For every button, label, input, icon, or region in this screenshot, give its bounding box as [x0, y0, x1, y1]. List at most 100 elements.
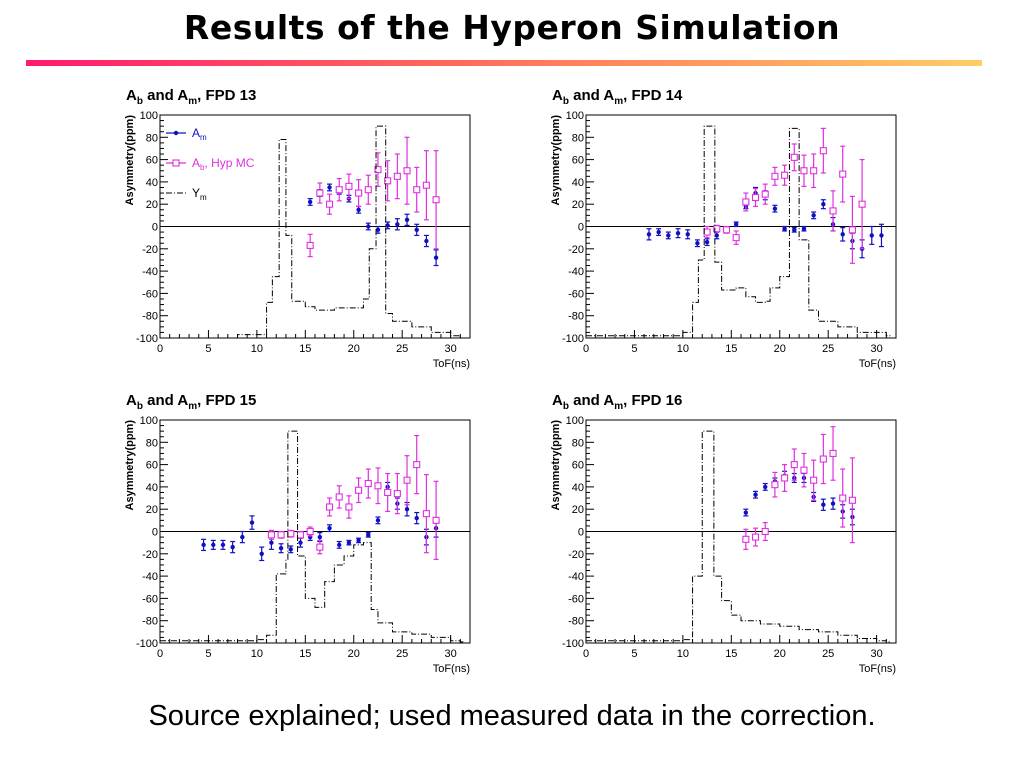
y-tick-label: 20	[572, 504, 584, 516]
am-data-point	[782, 225, 788, 232]
ab-data-point	[384, 472, 392, 513]
x-tick-label: 10	[251, 648, 263, 660]
ab-data-point	[422, 150, 430, 221]
ab-data-point	[345, 173, 353, 200]
am-data-point	[733, 221, 739, 228]
am-data-point	[297, 537, 303, 548]
y-tick-label: 20	[572, 199, 584, 211]
am-data-point	[327, 183, 333, 192]
ab-data-point	[742, 528, 750, 550]
y-tick-label: -40	[142, 571, 158, 583]
x-tick-label: 20	[774, 343, 786, 355]
am-data-point	[753, 490, 759, 499]
ab-data-point	[287, 529, 295, 538]
am-data-point	[346, 539, 352, 546]
y-tick-label: -80	[568, 616, 584, 628]
y-tick-label: 80	[572, 437, 584, 449]
ab-data-point	[810, 153, 818, 189]
am-data-point	[288, 545, 294, 554]
ab-data-point	[800, 154, 808, 187]
am-data-point	[675, 228, 681, 239]
ab-data-point	[325, 497, 334, 517]
am-data-point	[239, 530, 245, 544]
y-tick-label: -40	[568, 571, 584, 583]
ab-data-point	[771, 166, 779, 186]
am-data-point	[811, 211, 817, 220]
chart-fpd-16: Ab and Am, FPD 16 -100 -80 -60 -40 -20 0 20 40 60…	[546, 385, 906, 685]
am-data-point	[840, 227, 846, 242]
x-tick-label: 15	[299, 648, 311, 660]
x-tick-label: 5	[631, 648, 637, 660]
am-data-point	[259, 546, 265, 562]
chart-svg: Ab and Am, FPD 14 -100 -80 -60 -40 -20 0 20 40 60…	[550, 87, 897, 370]
am-data-point	[278, 543, 284, 554]
y-tick-label: -60	[142, 593, 158, 605]
am-data-point	[772, 204, 778, 213]
ab-data-point	[306, 233, 314, 258]
ab-data-point	[751, 527, 760, 547]
am-data-point	[685, 229, 691, 240]
y-tick-label: 80	[146, 437, 158, 449]
am-data-point	[762, 482, 768, 491]
slide-title: Results of the Hyperon Simulation	[183, 8, 841, 47]
am-data-point	[414, 223, 420, 237]
ab-data-point	[267, 529, 275, 540]
am-data-point	[801, 225, 807, 232]
am-data-point	[646, 228, 652, 241]
ab-data-point	[790, 143, 798, 172]
am-data-point	[820, 199, 826, 210]
ab-data-point	[819, 433, 827, 485]
chart-title: Ab and Am, FPD 14	[552, 87, 683, 107]
am-data-point	[346, 194, 352, 203]
y-tick-label: 20	[146, 504, 158, 516]
y-tick-label: 60	[146, 155, 158, 167]
am-data-point	[365, 222, 371, 231]
am-data-point	[201, 538, 207, 552]
y-tick-label: 0	[152, 527, 158, 539]
ab-data-point	[722, 225, 731, 234]
y-tick-label: -80	[142, 616, 158, 628]
y-tick-label: 80	[572, 132, 584, 144]
x-tick-label: 15	[725, 343, 737, 355]
x-tick-label: 15	[299, 343, 311, 355]
legend-item-ab: Ab, Hyp MC	[166, 156, 255, 172]
ab-data-point	[393, 153, 401, 200]
ab-data-point	[858, 158, 866, 250]
am-data-point	[433, 249, 439, 267]
ab-data-point	[839, 145, 847, 203]
ab-data-point	[316, 182, 324, 204]
x-tick-label: 30	[871, 648, 883, 660]
ab-data-point	[413, 166, 421, 213]
y-tick-label: -20	[568, 244, 584, 256]
ab-data-point	[839, 468, 847, 528]
y-tick-label: -40	[142, 266, 158, 278]
am-data-point	[820, 498, 826, 511]
am-data-point	[365, 532, 371, 538]
am-data-point	[230, 540, 236, 554]
am-data-point	[307, 198, 313, 206]
ab-data-point	[325, 193, 334, 215]
x-tick-label: 20	[774, 648, 786, 660]
x-axis-label: ToF(ns)	[859, 663, 896, 675]
title-divider	[26, 60, 982, 66]
x-axis-label: ToF(ns)	[859, 358, 896, 370]
legend-item-ym: Ym	[166, 186, 207, 202]
ab-data-point	[761, 183, 769, 205]
y-tick-label: 0	[578, 527, 584, 539]
ab-data-point	[355, 477, 363, 504]
ab-data-point	[800, 452, 808, 488]
am-data-point	[656, 228, 662, 237]
ab-data-point	[829, 190, 837, 232]
ab-data-point	[432, 150, 440, 250]
am-data-point	[210, 539, 216, 550]
ab-data-point	[703, 225, 711, 239]
ab-data-point	[277, 530, 285, 539]
y-tick-label: 100	[140, 110, 158, 122]
am-data-point	[404, 213, 410, 226]
am-data-point	[665, 231, 671, 240]
ab-data-point	[432, 480, 440, 560]
x-tick-label: 30	[871, 343, 883, 355]
am-data-point	[414, 511, 420, 525]
x-axis-label: ToF(ns)	[433, 663, 470, 675]
x-tick-label: 10	[677, 343, 689, 355]
